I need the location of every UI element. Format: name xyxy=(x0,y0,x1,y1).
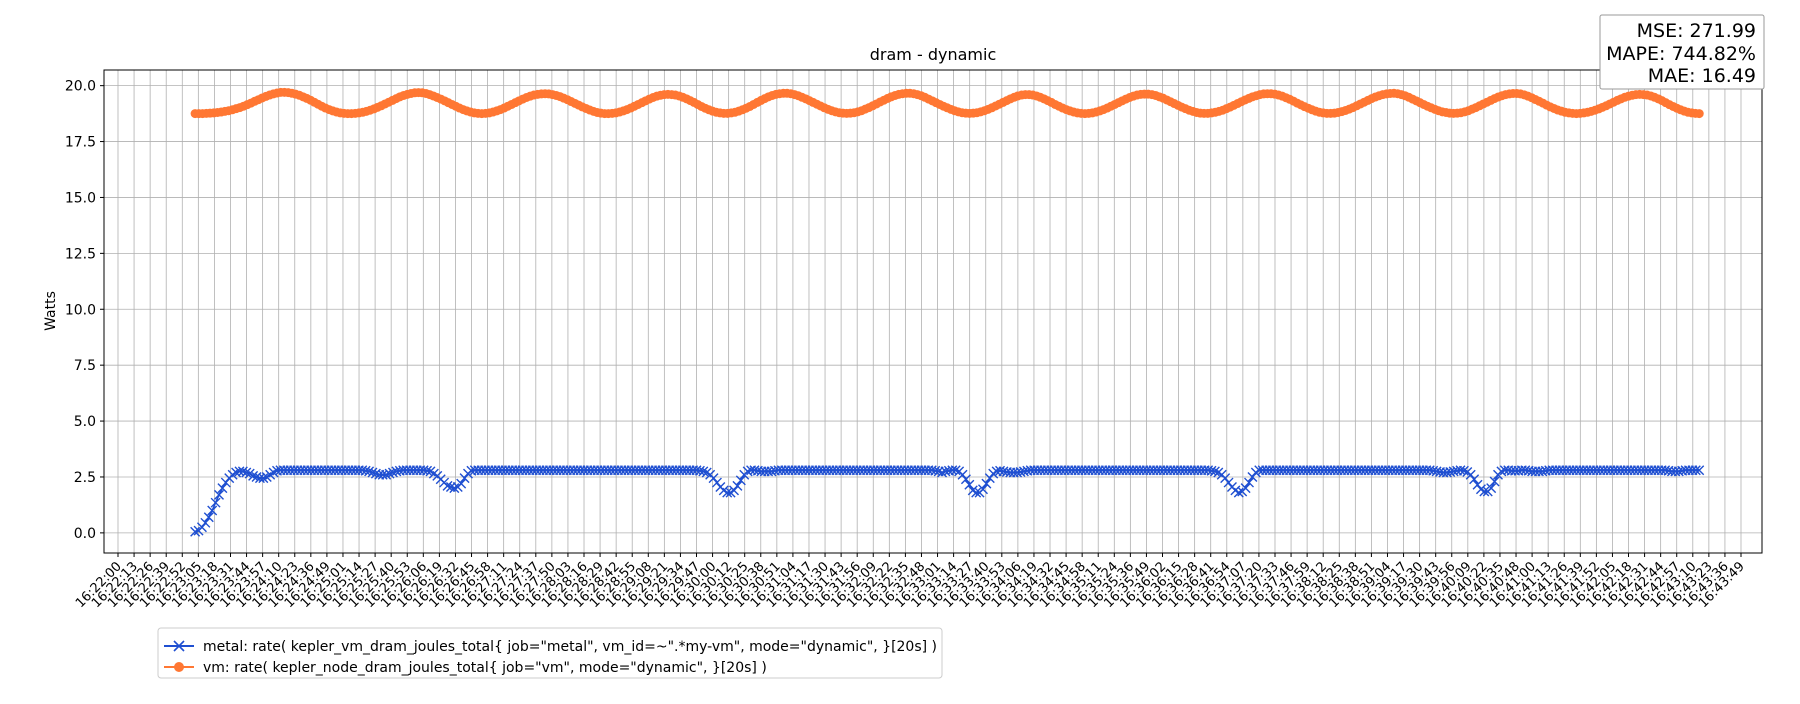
data-point-metal xyxy=(1458,465,1469,476)
data-point-metal xyxy=(957,469,968,480)
data-point-metal xyxy=(364,466,375,477)
y-tick-label: 15.0 xyxy=(65,190,96,206)
data-point-metal xyxy=(708,473,719,484)
data-point-metal xyxy=(367,467,378,478)
data-point-metal xyxy=(190,526,201,537)
data-point-metal xyxy=(217,483,228,494)
data-point-metal xyxy=(981,478,992,489)
data-point-metal xyxy=(442,480,453,491)
data-point-metal xyxy=(1690,465,1701,476)
data-point-metal xyxy=(722,487,733,498)
data-point-metal xyxy=(950,465,961,476)
legend-label-vm: vm: rate( kepler_node_dram_joules_total{… xyxy=(203,660,767,676)
data-point-metal xyxy=(210,497,221,508)
data-point-vm xyxy=(1694,109,1704,119)
data-point-metal xyxy=(1244,477,1255,488)
data-point-metal xyxy=(698,466,709,477)
y-tick-label: 12.5 xyxy=(65,246,96,262)
data-point-metal xyxy=(1469,474,1480,485)
data-point-metal xyxy=(422,465,433,476)
stats-mape: MAPE: 744.82% xyxy=(1606,43,1756,65)
data-point-metal xyxy=(1489,476,1500,487)
data-point-metal xyxy=(384,468,395,479)
y-tick-label: 0.0 xyxy=(74,526,96,542)
x-ticks: 16:22:0016:22:1316:22:2616:22:3916:22:52… xyxy=(73,553,1748,611)
data-point-metal xyxy=(711,477,722,488)
data-point-metal xyxy=(1465,469,1476,480)
data-point-metal xyxy=(241,467,252,478)
series-metal xyxy=(190,465,1705,537)
data-point-metal xyxy=(732,480,743,491)
series-vm xyxy=(190,87,1704,119)
legend-entry-metal: metal: rate( kepler_vm_dram_joules_total… xyxy=(164,639,937,655)
legend-entry-vm: vm: rate( kepler_node_dram_joules_total{… xyxy=(164,660,767,676)
data-point-metal xyxy=(203,512,214,523)
stats-box: MSE: 271.99 MAPE: 744.82% MAE: 16.49 xyxy=(1599,14,1765,90)
data-point-metal xyxy=(258,473,269,484)
series-layer xyxy=(190,87,1705,537)
legend-frame xyxy=(157,627,943,679)
data-point-metal xyxy=(237,466,248,477)
data-point-metal xyxy=(207,505,218,516)
data-point-metal xyxy=(729,485,740,496)
y-tick-label: 2.5 xyxy=(74,470,96,486)
stats-box-frame xyxy=(1599,14,1765,90)
stats-mse: MSE: 271.99 xyxy=(1637,20,1756,42)
legend-label-metal: metal: rate( kepler_vm_dram_joules_total… xyxy=(203,639,937,655)
data-point-metal xyxy=(196,522,207,533)
legend: metal: rate( kepler_vm_dram_joules_total… xyxy=(157,627,943,679)
data-point-metal xyxy=(449,483,460,494)
data-point-metal xyxy=(1233,487,1244,498)
y-tick-label: 20.0 xyxy=(65,79,96,95)
data-point-metal xyxy=(971,487,982,498)
y-tick-label: 7.5 xyxy=(74,358,96,374)
y-tick-label: 17.5 xyxy=(65,135,96,151)
data-point-metal xyxy=(381,469,392,480)
data-point-metal xyxy=(977,484,988,495)
data-point-metal xyxy=(200,517,211,528)
y-ticks: 0.0 2.5 5.0 7.5 10.0 12.5 15.0 17.5 20.0 xyxy=(65,79,104,542)
data-point-metal xyxy=(1223,477,1234,488)
y-tick-label: 5.0 xyxy=(74,414,96,430)
data-point-metal xyxy=(1479,486,1490,497)
data-point-metal xyxy=(456,478,467,489)
data-point-metal xyxy=(1694,465,1705,476)
data-point-metal xyxy=(964,479,975,490)
data-point-metal xyxy=(220,477,231,488)
data-point-metal xyxy=(1486,483,1497,494)
legend-marker-x-icon xyxy=(173,640,185,652)
chart-title: dram - dynamic xyxy=(870,45,996,64)
data-point-metal xyxy=(735,475,746,486)
axes-frame xyxy=(103,69,1763,554)
data-point-metal xyxy=(960,474,971,485)
y-axis-label: Watts xyxy=(43,291,59,331)
data-point-metal xyxy=(1209,466,1220,477)
data-point-metal xyxy=(248,470,259,481)
data-point-metal xyxy=(1240,483,1251,494)
data-point-metal xyxy=(1220,473,1231,484)
stats-mae: MAE: 16.49 xyxy=(1648,65,1756,87)
y-tick-label: 10.0 xyxy=(65,302,96,318)
legend-marker-circle-icon xyxy=(174,662,184,672)
data-point-metal xyxy=(214,489,225,500)
